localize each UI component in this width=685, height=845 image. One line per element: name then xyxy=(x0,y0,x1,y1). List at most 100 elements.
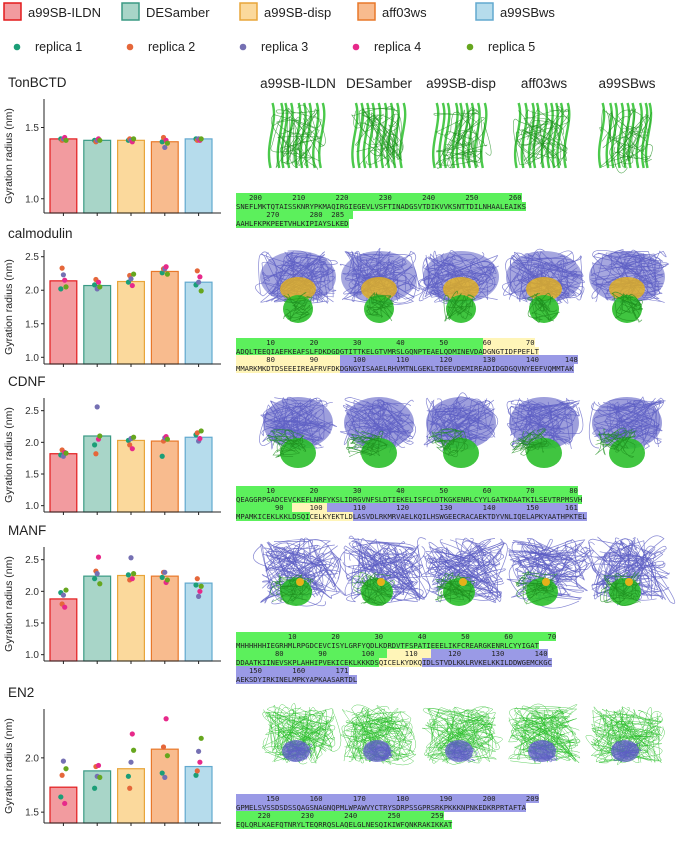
sequence-line: AEKSDYIRKINELMPKYAPKAASARTDL xyxy=(236,674,556,685)
replica-point xyxy=(131,271,137,277)
replica-point xyxy=(196,748,202,754)
strand xyxy=(511,433,546,454)
structure-0-2 xyxy=(432,102,492,169)
strand xyxy=(515,714,551,751)
strand xyxy=(439,539,508,599)
legend-replica-label-1: replica 2 xyxy=(148,40,195,54)
legend-swatch-2 xyxy=(239,2,258,21)
chart-panel-manf: MANF Gyration radius (nm) 1.0 1.5 2.0 2.5 xyxy=(3,523,221,664)
strand xyxy=(604,396,652,427)
replica-point xyxy=(95,762,102,769)
replica-point xyxy=(197,759,203,765)
strand xyxy=(511,541,580,609)
strand xyxy=(508,550,573,602)
y-tick-label: 2.0 xyxy=(25,753,39,764)
strand xyxy=(355,113,399,146)
structure-4-2 xyxy=(421,706,503,765)
structure-1-1 xyxy=(339,247,424,323)
strand xyxy=(342,405,403,436)
strand xyxy=(450,428,469,452)
strand xyxy=(305,544,346,596)
strand xyxy=(428,398,496,438)
strand xyxy=(447,743,469,752)
legend-replica-dot-1 xyxy=(126,43,134,51)
strand xyxy=(363,113,399,152)
strand xyxy=(368,742,392,761)
beta-strand xyxy=(276,102,284,169)
strand xyxy=(513,262,583,281)
replica-point xyxy=(125,773,131,779)
structure-4-0 xyxy=(261,703,342,765)
strand xyxy=(516,542,594,597)
strand xyxy=(607,436,632,452)
replica-point xyxy=(59,772,65,778)
strand xyxy=(605,729,656,752)
beta-strand xyxy=(374,102,382,169)
strand xyxy=(603,574,633,603)
replica-point xyxy=(164,753,170,759)
replica-point xyxy=(194,768,200,774)
strand xyxy=(520,117,568,153)
beta-strand xyxy=(392,102,400,169)
strand xyxy=(349,430,378,457)
strand xyxy=(586,550,657,598)
strand xyxy=(423,253,489,300)
strand xyxy=(364,402,404,433)
chart-title: CDNF xyxy=(8,374,46,389)
sequence-segment-purple: 150 160 171 xyxy=(236,666,349,676)
strand xyxy=(617,109,649,143)
chart-panel-tonbctd: TonBCTD Gyration radius (nm) 1.0 1.5 xyxy=(3,75,221,216)
sequence-line: 10 20 30 40 50 60 70 80 xyxy=(236,486,587,496)
strand xyxy=(422,254,489,300)
replica-point xyxy=(197,588,203,594)
structure-1-3 xyxy=(502,248,585,323)
y-tick-label: 1.5 xyxy=(25,808,39,819)
strand xyxy=(518,403,561,429)
strand xyxy=(286,539,339,598)
strand xyxy=(510,399,575,443)
strand xyxy=(429,715,481,762)
strand xyxy=(261,255,323,282)
strand xyxy=(529,296,554,322)
strand xyxy=(611,397,664,444)
strand xyxy=(514,709,562,755)
structure-4-4 xyxy=(585,706,665,766)
sequence-en2: 150 160 170 180 190 200 209 GPMELSVSSDSDS… xyxy=(236,794,539,829)
strand xyxy=(456,108,484,143)
strand xyxy=(523,433,543,450)
replica-point xyxy=(129,282,135,289)
strand xyxy=(601,110,645,167)
strand xyxy=(625,249,660,287)
replica-point xyxy=(58,286,64,292)
strand xyxy=(615,251,663,295)
strand xyxy=(603,429,633,447)
strand xyxy=(522,429,546,449)
strand xyxy=(533,292,543,323)
strand xyxy=(426,537,501,575)
strand xyxy=(442,572,460,595)
sequence-manf: 10 20 30 40 50 60 70 MHHHHHHIEGRHMLRPGDCE… xyxy=(236,632,557,685)
sequence-segment-green: EQLQRLKAEFQTNRYLTEQRRQSLAQELGLNESQIKIWFQ… xyxy=(236,819,453,829)
strand xyxy=(605,250,667,270)
strand xyxy=(514,707,578,747)
strand xyxy=(509,251,570,300)
strand xyxy=(599,109,652,159)
bar-manf-1 xyxy=(83,575,112,662)
strand xyxy=(616,741,643,756)
strand xyxy=(528,118,567,161)
strand xyxy=(612,573,641,600)
sequence-calmodulin: 10 20 30 40 50 60 70 ADQLTEEQIAEFKEAFSLFD… xyxy=(236,338,578,373)
strand xyxy=(426,707,467,755)
strand xyxy=(431,712,496,745)
linker xyxy=(296,578,304,586)
sequence-segment-yellow: 80 90 xyxy=(236,355,340,365)
bar-cdnf-2 xyxy=(116,439,145,513)
strand xyxy=(284,743,308,759)
chart-ylabel: Gyration radius (nm) xyxy=(3,556,15,652)
strand xyxy=(339,416,395,447)
strand xyxy=(268,253,335,296)
strand xyxy=(282,118,321,157)
chart-panel-cdnf: CDNF Gyration radius (nm) 1.0 1.5 2.0 2.5 xyxy=(3,374,221,515)
replica-point xyxy=(162,569,168,575)
sequence-line: DDAATKIINEVSKPLAHHIPVEKICEKLKKKDSQICELKY… xyxy=(236,657,556,668)
